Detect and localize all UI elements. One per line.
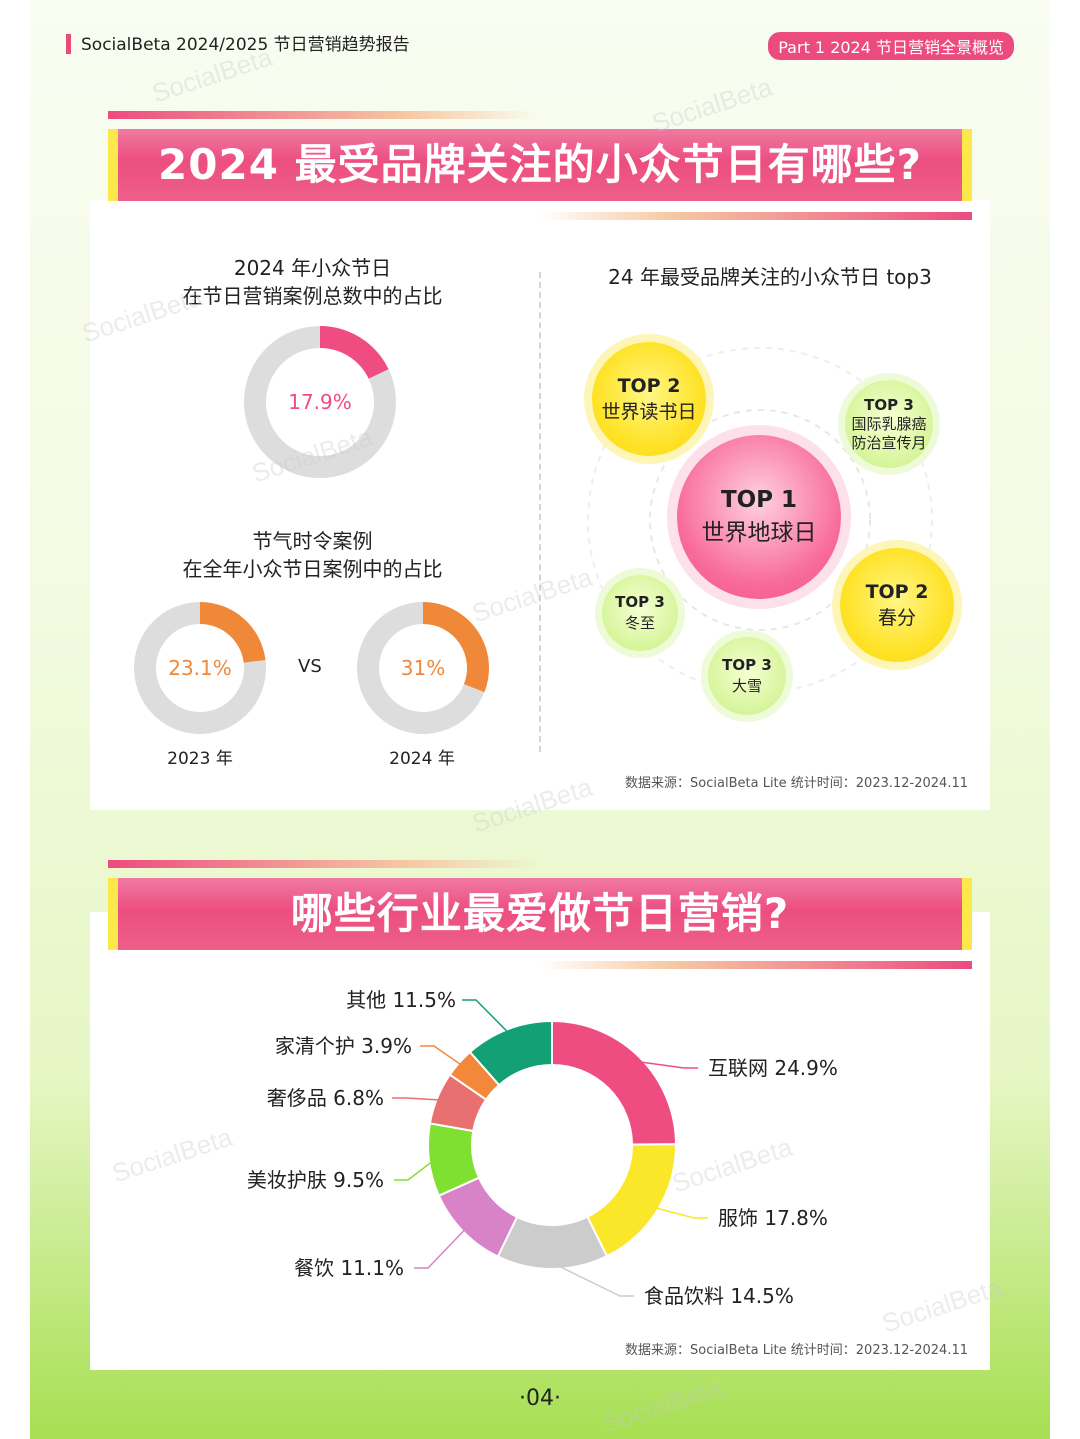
section2-source: 数据来源：SocialBeta Lite 统计时间：2023.12-2024.1… [625, 1343, 968, 1358]
solar-term-2024-value-segment [423, 602, 489, 693]
industry-label: 餐饮 11.1% [294, 1256, 404, 1280]
industry-label: 其他 11.5% [346, 988, 456, 1012]
solar-term-2023-remainder-segment [134, 602, 266, 734]
top1-name: 世界地球日 [701, 520, 817, 546]
solar-term-2024-remainder-segment [357, 602, 485, 734]
top3-name-c: 大雪 [731, 677, 762, 695]
industry-segment-8 [468, 1019, 553, 1087]
niche-share-value-label: 17.9% [288, 390, 352, 414]
year-2023-label: 2023 年 [167, 749, 233, 769]
vs-label: VS [298, 656, 322, 677]
industry-label: 家清个护 3.9% [275, 1034, 412, 1058]
niche-share-title-line1: 2024 年小众节日 [233, 256, 392, 280]
top3-rank-c: TOP 3 [722, 656, 772, 674]
banner2-stripe-bottom [540, 961, 972, 969]
top1-bubble: TOP 1 世界地球日 [677, 435, 841, 599]
industry-label: 美妆护肤 9.5% [247, 1168, 384, 1192]
top2-rank-a: TOP 2 [617, 375, 681, 397]
top2-bubble-spring-equinox: TOP 2 春分 [840, 548, 954, 662]
industry-donut-chart: 互联网 24.9% 服饰 17.8% 食品饮料 14.5% 餐饮 11.1% 美妆护肤 … [247, 988, 838, 1308]
top3-rank-a: TOP 3 [864, 395, 914, 414]
niche-share-value-segment [320, 326, 389, 379]
top3-bubble-breast-cancer: TOP 3 国际乳腺癌 防治宣传月 [845, 380, 933, 468]
solar-term-2024-value-label: 31% [401, 656, 445, 680]
outer-orbit [587, 347, 933, 693]
top3-bubble-heavy-snow: TOP 3 大雪 [708, 637, 786, 715]
solar-term-title-line1: 节气时令案例 [252, 529, 373, 553]
top3-name-a-line1: 国际乳腺癌 [851, 414, 927, 433]
industry-leader-line [552, 1262, 634, 1297]
top1-rank: TOP 1 [720, 487, 798, 513]
page-number: ·04· [519, 1386, 561, 1411]
top3-bubble-winter-solstice: TOP 3 冬至 [602, 575, 678, 651]
solar-term-title-line2: 在全年小众节日案例中的占比 [182, 557, 443, 581]
industry-leader-line [394, 1158, 436, 1181]
industry-label: 食品饮料 14.5% [644, 1284, 794, 1308]
industry-segment-2 [586, 1143, 677, 1258]
inner-orbit [649, 409, 871, 631]
industry-label: 奢侈品 6.8% [267, 1086, 384, 1110]
solar-term-2023-value-label: 23.1% [168, 656, 232, 680]
top2-bubble-world-book-day: TOP 2 世界读书日 [592, 342, 706, 456]
orbit-rings [587, 347, 933, 693]
title-accent-bar [66, 34, 71, 54]
top2-name-a: 世界读书日 [601, 401, 697, 423]
industry-leader-line [414, 1226, 468, 1269]
section2-banner: 哪些行业最爱做节日营销? [108, 878, 972, 950]
banner-stripe-bottom [540, 212, 972, 220]
year-2024-label: 2024 年 [389, 749, 455, 769]
industry-leader-line [652, 1206, 708, 1219]
niche-share-title: 2024 年小众节日 在节日营销案例总数中的占比 [140, 254, 485, 310]
top2-rank-b: TOP 2 [865, 581, 929, 603]
solar-term-2023-donut: 23.1% [134, 602, 266, 734]
industry-leader-line [462, 999, 511, 1036]
banner-stripe-top [108, 111, 538, 119]
niche-share-donut: 17.9% [244, 326, 396, 478]
top3-name-a-line2: 防治宣传月 [851, 433, 927, 452]
section1-source: 数据来源：SocialBeta Lite 统计时间：2023.12-2024.1… [625, 776, 968, 791]
section1-banner: 2024 最受品牌关注的小众节日有哪些? [108, 129, 972, 201]
section-divider [539, 272, 541, 752]
report-title-text: SocialBeta 2024/2025 节日营销趋势报告 [81, 35, 410, 55]
solar-term-title: 节气时令案例 在全年小众节日案例中的占比 [140, 527, 485, 583]
top3-name-b: 冬至 [624, 614, 655, 632]
industry-leader-line [635, 1060, 698, 1069]
report-title: SocialBeta 2024/2025 节日营销趋势报告 [66, 30, 410, 55]
industry-leader-line [420, 1045, 465, 1068]
industry-label: 互联网 24.9% [708, 1056, 838, 1080]
top2-name-b: 春分 [877, 607, 916, 629]
solar-term-2023-value-segment [200, 602, 266, 663]
part-tag: Part 1 2024 节日营销全景概览 [768, 32, 1014, 60]
niche-share-title-line2: 在节日营销案例总数中的占比 [182, 284, 443, 308]
top3-rank-b: TOP 3 [615, 593, 665, 611]
industry-leader-line [392, 1097, 443, 1101]
industry-segment-1 [551, 1019, 678, 1146]
industry-label: 服饰 17.8% [718, 1206, 828, 1230]
banner2-stripe-top [108, 860, 538, 868]
section2-card [90, 912, 990, 1370]
solar-term-2024-donut: 31% [357, 602, 489, 734]
top3-title: 24 年最受品牌关注的小众节日 top3 [608, 265, 932, 289]
